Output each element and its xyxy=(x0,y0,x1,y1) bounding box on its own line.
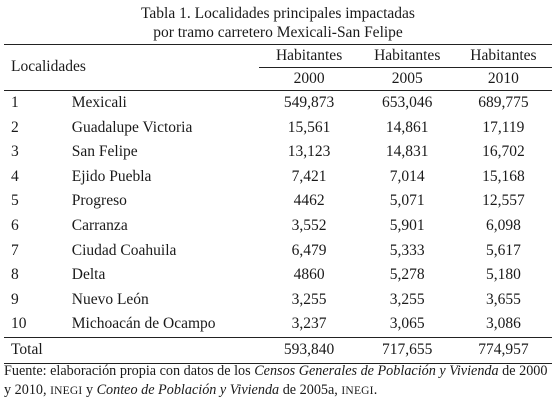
row-number: 3 xyxy=(11,143,19,161)
table-row: 5 Progreso 4462 5,071 12,557 xyxy=(4,189,552,214)
header-localidades: Localidades xyxy=(11,58,86,76)
title-line-1: Tabla 1. Localidades principales impacta… xyxy=(141,5,415,22)
row-locality-name: San Felipe xyxy=(71,143,138,161)
footnote-censos: Censos Generales de Población y Vivienda xyxy=(254,363,499,379)
row-value-2000: 13,123 xyxy=(287,143,331,161)
table-row: 4 Ejido Puebla 7,421 7,014 15,168 xyxy=(4,165,552,190)
footnote-mid3: de 2005a, xyxy=(279,382,342,398)
table-row: 10 Michoacán de Ocampo 3,237 3,065 3,086 xyxy=(4,312,552,337)
header-habitantes-2005: Habitantes xyxy=(359,44,455,68)
row-value-2000: 15,561 xyxy=(287,118,331,136)
row-locality-name: Ejido Puebla xyxy=(71,167,152,185)
row-value-2010: 5,617 xyxy=(485,241,521,259)
row-value-2005: 5,901 xyxy=(389,216,425,234)
table-row: 3 San Felipe 13,123 14,831 16,702 xyxy=(4,140,552,165)
row-value-2005: 5,071 xyxy=(389,192,425,210)
row-value-2005: 5,333 xyxy=(389,241,425,259)
row-locality-name: Ciudad Coahuila xyxy=(71,241,177,259)
source-footnote: Fuente: elaboración propia con datos de … xyxy=(4,362,554,401)
row-value-2010: 12,557 xyxy=(482,192,525,210)
row-value-2010: 3,086 xyxy=(485,315,521,333)
footnote-conteo: Conteo de Población y Vivienda xyxy=(96,382,280,398)
row-value-2000: 4462 xyxy=(293,192,325,210)
table-row: 1 Mexicali 549,873 653,046 689,775 xyxy=(4,91,552,116)
row-value-2010: 17,119 xyxy=(482,118,525,136)
header-year-2000: 2000 xyxy=(293,70,325,87)
row-number: 7 xyxy=(11,241,19,259)
row-number: 8 xyxy=(11,266,19,284)
total-2005: 717,655 xyxy=(359,336,455,364)
footnote-prefix: Fuente: elaboración propia con datos de … xyxy=(4,363,255,379)
row-value-2005: 3,065 xyxy=(389,315,425,333)
row-locality-name: Nuevo León xyxy=(71,290,149,308)
row-number: 9 xyxy=(11,290,19,308)
total-2000: 593,840 xyxy=(258,336,360,364)
row-number: 4 xyxy=(11,167,19,185)
total-label: Total xyxy=(4,336,259,364)
row-value-2005: 14,861 xyxy=(385,118,429,136)
row-locality-name: Carranza xyxy=(71,216,128,234)
row-value-2000: 4860 xyxy=(293,266,325,284)
row-value-2000: 3,255 xyxy=(291,290,327,308)
header-habitantes-2010: Habitantes xyxy=(454,44,552,68)
row-value-2000: 549,873 xyxy=(283,94,335,111)
row-value-2000: 3,552 xyxy=(291,216,327,234)
row-locality-name: Mexicali xyxy=(71,94,127,111)
header-year-2005: 2005 xyxy=(391,70,423,87)
table-row: 9 Nuevo León 3,255 3,255 3,655 xyxy=(4,288,552,313)
table-row: 2 Guadalupe Victoria 15,561 14,861 17,119 xyxy=(4,116,552,141)
row-value-2005: 14,831 xyxy=(385,143,429,161)
row-locality-name: Progreso xyxy=(71,192,127,210)
row-value-2005: 7,014 xyxy=(389,167,425,185)
row-locality-name: Guadalupe Victoria xyxy=(71,118,193,136)
header-habitantes-2000: Habitantes xyxy=(258,44,360,68)
row-value-2010: 6,098 xyxy=(485,216,521,234)
table-row: 7 Ciudad Coahuila 6,479 5,333 5,617 xyxy=(4,239,552,264)
row-value-2010: 15,168 xyxy=(482,167,525,185)
table-row: 8 Delta 4860 5,278 5,180 xyxy=(4,263,552,288)
header-year-2010: 2010 xyxy=(487,70,519,87)
row-locality-name: Michoacán de Ocampo xyxy=(71,315,216,333)
row-locality-name: Delta xyxy=(71,266,106,284)
footnote-inegi-2: INEGI xyxy=(341,385,374,397)
row-number: 10 xyxy=(11,315,27,333)
row-number: 6 xyxy=(11,216,19,234)
table-title: Tabla 1. Localidades principales impacta… xyxy=(0,4,556,42)
row-value-2010: 5,180 xyxy=(485,266,521,284)
row-number: 5 xyxy=(11,192,19,210)
row-value-2000: 3,237 xyxy=(291,315,327,333)
row-number: 2 xyxy=(11,118,19,136)
row-value-2000: 6,479 xyxy=(291,241,327,259)
row-value-2010: 689,775 xyxy=(478,94,529,111)
total-2010: 774,957 xyxy=(454,336,552,364)
total-row: Total 593,840 717,655 774,957 xyxy=(4,336,552,364)
table-row: 6 Carranza 3,552 5,901 6,098 xyxy=(4,214,552,239)
table-body: 1 Mexicali 549,873 653,046 689,775 2 Guadalupe… xyxy=(4,91,552,338)
row-value-2010: 16,702 xyxy=(482,143,525,161)
population-table: Localidades Habitantes Habitantes Habita… xyxy=(4,44,552,364)
footnote-end: . xyxy=(373,382,378,398)
row-number: 1 xyxy=(11,94,19,111)
row-value-2010: 3,655 xyxy=(485,290,521,308)
row-value-2005: 5,278 xyxy=(389,266,425,284)
row-value-2000: 7,421 xyxy=(291,167,327,185)
row-value-2005: 653,046 xyxy=(382,94,433,111)
footnote-mid1: de 2000 y 2010, xyxy=(4,363,548,398)
row-value-2005: 3,255 xyxy=(389,290,425,308)
footnote-mid2: y xyxy=(82,382,97,398)
title-line-2: por tramo carretero Mexicali-San Felipe xyxy=(153,24,403,41)
footnote-inegi-1: INEGI xyxy=(50,385,83,397)
